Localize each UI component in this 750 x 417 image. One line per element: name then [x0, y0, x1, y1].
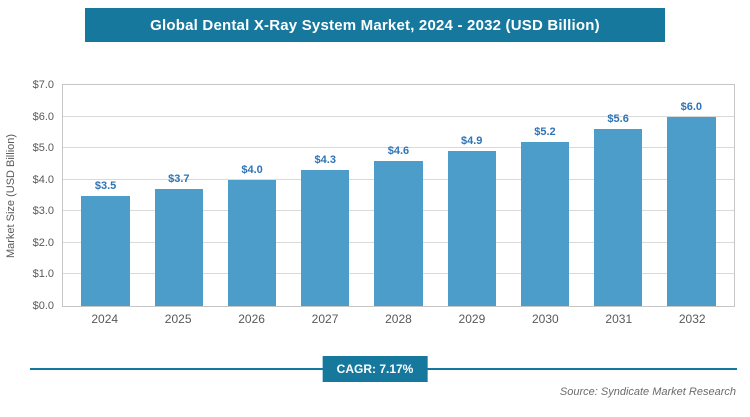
y-tick-label: $5.0 [32, 142, 54, 155]
x-axis-labels: 2024 2025 2026 2027 2028 2029 2030 2031 2032 [62, 312, 735, 326]
x-tick-label: 2028 [385, 312, 412, 326]
bar-group: $3.7 [142, 85, 215, 306]
bar [520, 141, 570, 306]
x-tick-label: 2031 [605, 312, 633, 326]
plot-area: $3.5 $3.7 $4.0 $4.3 $4.6 $4.9 $5.2 $5.6 $6.0 [62, 84, 735, 307]
y-axis-ticks: $0.0 $1.0 $2.0 $3.0 $4.0 $5.0 $6.0 $7.0 [14, 79, 58, 312]
bar-value-label: $4.9 [460, 135, 483, 148]
gridline [63, 115, 734, 117]
x-tick-label: 2025 [164, 312, 192, 326]
bar-value-label: $3.7 [168, 173, 190, 186]
bars-container: $3.5 $3.7 $4.0 $4.3 $4.6 $4.9 $5.2 $5.6 $6.0 [63, 85, 734, 306]
bar-group: $5.6 [582, 85, 655, 306]
chart-title: Global Dental X-Ray System Market, 2024 … [150, 16, 600, 34]
bar-value-label: $4.0 [241, 163, 263, 176]
source-text: Source: Syndicate Market Research [559, 386, 736, 398]
bar-group: $4.0 [215, 85, 288, 306]
bar [227, 179, 277, 306]
y-tick-label: $2.0 [32, 236, 54, 249]
cagr-badge: CAGR: 7.17% [322, 356, 428, 382]
bar-group: $4.6 [362, 85, 435, 306]
bar-value-label: $5.2 [534, 125, 556, 138]
bar-group: $4.9 [435, 85, 508, 306]
x-tick-label: 2026 [238, 312, 265, 326]
y-tick-label: $4.0 [32, 173, 54, 186]
x-tick-label: 2027 [311, 312, 339, 326]
bar [81, 195, 130, 306]
bar-group: $5.2 [508, 85, 581, 306]
bar-value-label: $3.5 [94, 179, 117, 192]
bar-value-label: $4.3 [314, 154, 336, 167]
chart-title-banner: Global Dental X-Ray System Market, 2024 … [85, 8, 665, 42]
x-tick-label: 2032 [678, 312, 706, 326]
y-tick-label: $3.0 [32, 205, 54, 218]
bar [667, 116, 716, 306]
x-tick-label: 2030 [531, 312, 559, 326]
y-tick-label: $6.0 [32, 110, 54, 123]
bar [301, 170, 350, 306]
x-tick-label: 2029 [458, 312, 486, 326]
y-tick-label: $0.0 [32, 300, 54, 312]
gridline [63, 147, 734, 149]
bar [447, 151, 496, 306]
x-tick-label: 2024 [91, 312, 119, 326]
bar-value-label: $6.0 [680, 100, 703, 113]
bar-group: $3.5 [69, 85, 142, 306]
y-tick-label: $1.0 [32, 268, 54, 281]
bar-group: $4.3 [289, 85, 362, 306]
bar [154, 189, 203, 306]
y-tick-label: $7.0 [32, 79, 54, 91]
bar-value-label: $4.6 [387, 144, 410, 157]
bar-group: $6.0 [655, 85, 728, 306]
bar [593, 129, 643, 306]
bar [374, 160, 423, 306]
bar-value-label: $5.6 [607, 113, 629, 126]
